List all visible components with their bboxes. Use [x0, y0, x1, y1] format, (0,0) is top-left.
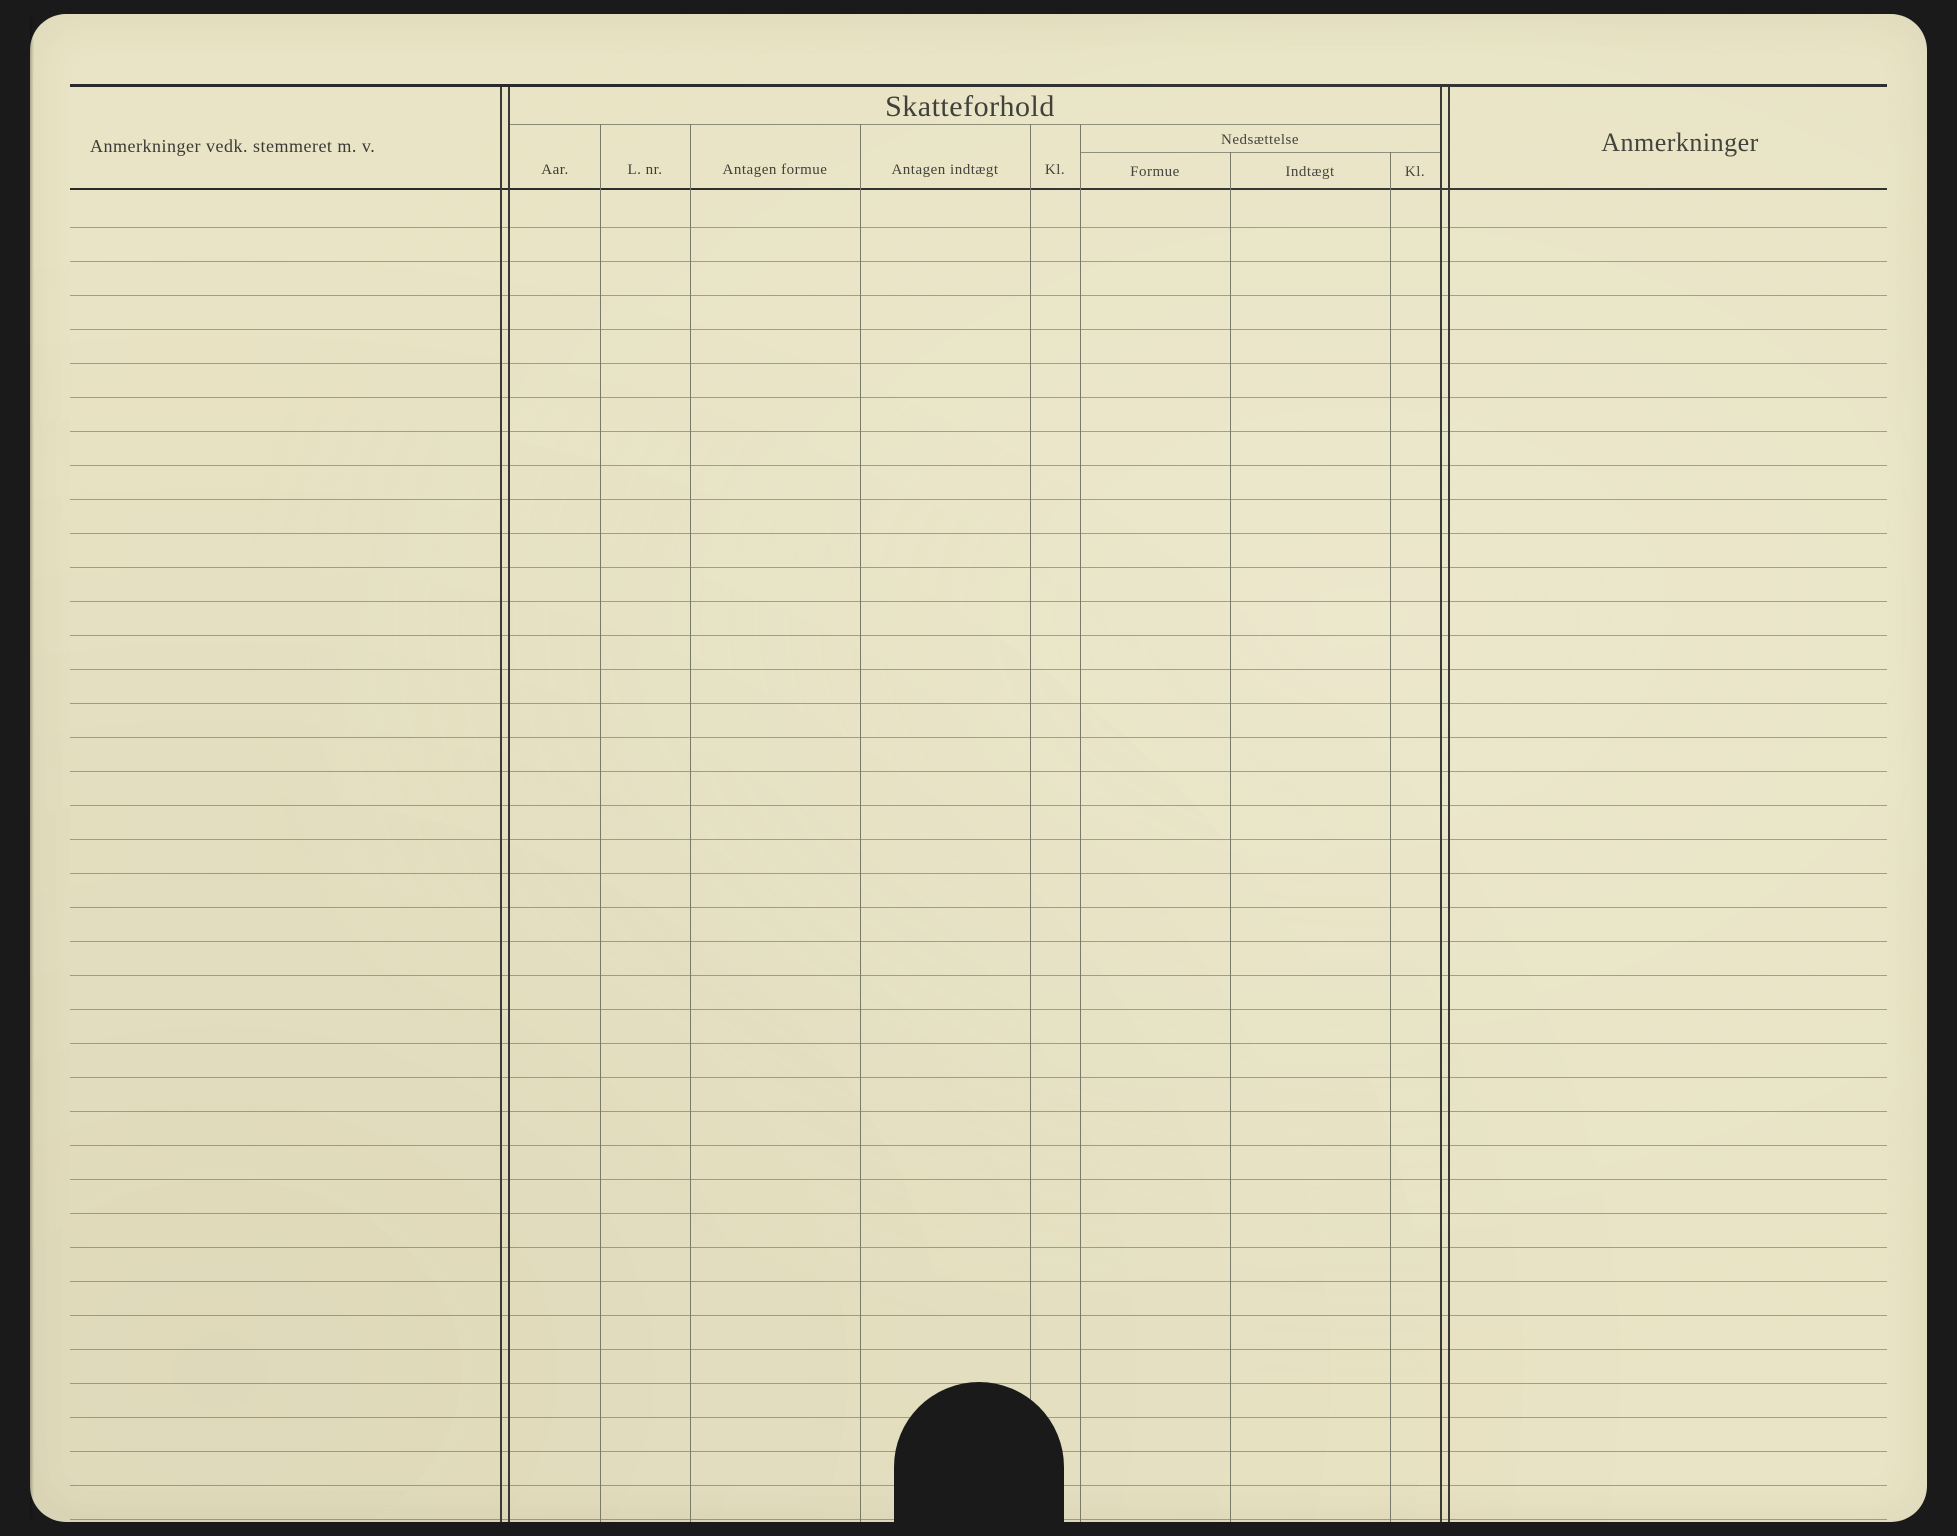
- ruled-body: [70, 194, 1887, 1522]
- table-row: [70, 738, 1887, 772]
- table-row: [70, 262, 1887, 296]
- table-row: [70, 1316, 1887, 1350]
- table-row: [70, 1112, 1887, 1146]
- col-kl1: Kl.: [1045, 162, 1065, 179]
- table-row: [70, 398, 1887, 432]
- col-aar: Aar.: [541, 162, 568, 179]
- table-row: [70, 908, 1887, 942]
- table-row: [70, 772, 1887, 806]
- top-rule: [70, 84, 1887, 87]
- group-sep-2: [1440, 87, 1450, 1522]
- table-row: [70, 874, 1887, 908]
- table-row: [70, 976, 1887, 1010]
- table-row: [70, 1282, 1887, 1316]
- table-row: [70, 1146, 1887, 1180]
- table-row: [70, 1010, 1887, 1044]
- table-row: [70, 296, 1887, 330]
- scan-page: Anmerkninger vedk. stemmeret m. v. Skatt…: [0, 0, 1957, 1536]
- table-row: [70, 602, 1887, 636]
- table-row: [70, 704, 1887, 738]
- header-right-section: Anmerkninger: [1601, 128, 1759, 158]
- center-group-underline: [510, 124, 1440, 125]
- table-row: [70, 1180, 1887, 1214]
- table-row: [70, 1044, 1887, 1078]
- col-lnr: L. nr.: [627, 162, 662, 179]
- vline-aar: [600, 124, 601, 1522]
- col-kl2: Kl.: [1405, 164, 1425, 181]
- vline-formue1: [860, 124, 861, 1522]
- table-row: [70, 1214, 1887, 1248]
- ledger-card: Anmerkninger vedk. stemmeret m. v. Skatt…: [30, 14, 1927, 1522]
- header-center-section: Skatteforhold: [885, 90, 1055, 124]
- col-neds-formue: Formue: [1130, 164, 1180, 181]
- vline-indtaegt1: [1030, 124, 1031, 1522]
- table-row: [70, 806, 1887, 840]
- table-row: [70, 228, 1887, 262]
- vline-neds-indtaegt: [1390, 152, 1391, 1522]
- table-row: [70, 568, 1887, 602]
- col-antagen-formue: Antagen formue: [723, 162, 828, 179]
- vline-neds-formue: [1230, 152, 1231, 1522]
- scan-left-shadow: [30, 14, 34, 1522]
- table-row: [70, 942, 1887, 976]
- table-row: [70, 500, 1887, 534]
- vline-kl1: [1080, 124, 1081, 1522]
- table-row: [70, 534, 1887, 568]
- table-row: [70, 1078, 1887, 1112]
- table-row: [70, 1248, 1887, 1282]
- table-row: [70, 1350, 1887, 1384]
- content-area: Anmerkninger vedk. stemmeret m. v. Skatt…: [70, 84, 1887, 1522]
- table-row: [70, 432, 1887, 466]
- table-row: [70, 636, 1887, 670]
- col-nedsaettelse: Nedsættelse: [1221, 132, 1299, 149]
- vline-lnr: [690, 124, 691, 1522]
- table-row: [70, 364, 1887, 398]
- group-sep-1: [500, 87, 510, 1522]
- col-antagen-indtaegt: Antagen indtægt: [891, 162, 998, 179]
- header-left-section: Anmerkninger vedk. stemmeret m. v.: [90, 136, 375, 157]
- header-bottom-rule: [70, 188, 1887, 190]
- nedsaettelse-underline: [1080, 152, 1440, 153]
- table-row: [70, 330, 1887, 364]
- table-row: [70, 670, 1887, 704]
- table-row: [70, 194, 1887, 228]
- table-row: [70, 840, 1887, 874]
- col-neds-indtaegt: Indtægt: [1285, 164, 1334, 181]
- table-row: [70, 466, 1887, 500]
